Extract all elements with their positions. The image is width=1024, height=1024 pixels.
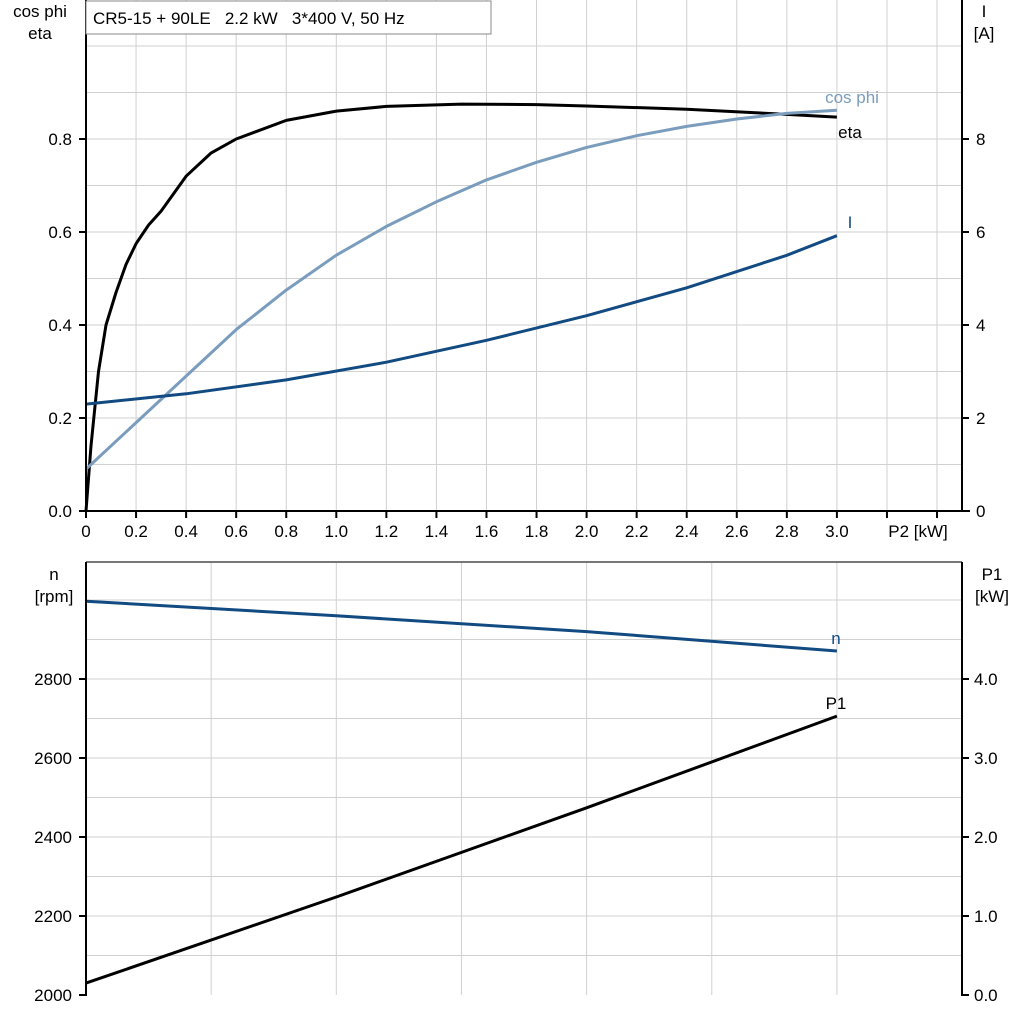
x-tick-label: 2.8 <box>775 522 799 541</box>
x-tick-label: 2.4 <box>675 522 699 541</box>
x-tick-label: 1.6 <box>475 522 499 541</box>
grid-bottom <box>86 561 962 995</box>
chart-title: CR5-15 + 90LE 2.2 kW 3*400 V, 50 Hz <box>93 9 405 28</box>
y-tick-label-right: 1.0 <box>974 907 998 926</box>
x-tick-label: 0.2 <box>124 522 148 541</box>
x-tick-label: 1.8 <box>525 522 549 541</box>
y-tick-label-left: 2000 <box>34 986 72 1005</box>
y-tick-label-right: 0 <box>976 502 985 521</box>
y-axis-label-right: P1 <box>982 565 1003 584</box>
y-tick-label-left: 2600 <box>34 749 72 768</box>
y-tick-label-left: 0.6 <box>48 223 72 242</box>
series-line-I <box>85 234 838 406</box>
x-tick-label: 1.4 <box>425 522 449 541</box>
y-axis-label-right: I <box>982 2 987 21</box>
x-tick-label: 0.8 <box>274 522 298 541</box>
y-axis-label-left: [rpm] <box>35 587 74 606</box>
series-label-I: I <box>848 213 853 232</box>
x-tick-label: 2.2 <box>625 522 649 541</box>
series-label-cos-phi: cos phi <box>825 88 879 107</box>
x-tick-label: 2.0 <box>575 522 599 541</box>
y-tick-label-right: 6 <box>976 223 985 242</box>
y-axis-label-right: [kW] <box>975 587 1009 606</box>
series-line-cos-phi <box>84 108 837 471</box>
series-layer: eta cos phi In P1 <box>84 88 879 985</box>
y-tick-label-right: 0.0 <box>974 986 998 1005</box>
y-tick-label-left: 0.4 <box>48 316 72 335</box>
title-box <box>85 0 492 35</box>
y-tick-label-right: 4 <box>976 316 985 335</box>
x-tick-label: 0.4 <box>174 522 198 541</box>
series-line-n <box>85 599 838 653</box>
y-tick-label-left: 2400 <box>34 828 72 847</box>
x-tick-label: 1.2 <box>375 522 399 541</box>
x-tick-label: 0 <box>81 522 90 541</box>
y-axis-label-right: [A] <box>974 24 995 43</box>
series-label-eta: eta <box>838 123 862 142</box>
x-tick-label: 0.6 <box>224 522 248 541</box>
y-tick-label-right: 3.0 <box>974 749 998 768</box>
y-tick-label-left: 0.8 <box>48 130 72 149</box>
y-tick-label-right: 2 <box>976 409 985 428</box>
y-axis-label-left: n <box>49 565 58 584</box>
y-tick-label-right: 2.0 <box>974 828 998 847</box>
x-axis-label: P2 [kW] <box>888 522 948 541</box>
y-tick-label-left: 2200 <box>34 907 72 926</box>
y-tick-label-right: 8 <box>976 130 985 149</box>
series-line-eta <box>84 102 837 512</box>
y-tick-label-right: 4.0 <box>974 670 998 689</box>
x-tick-label: 1.0 <box>324 522 348 541</box>
series-label-n: n <box>831 629 840 648</box>
y-tick-label-left: 0.0 <box>48 502 72 521</box>
y-axis-label-left: cos phi <box>13 2 67 21</box>
x-tick-label: 3.0 <box>825 522 849 541</box>
grid-top <box>86 0 962 511</box>
series-line-P1 <box>85 714 838 985</box>
y-tick-label-left: 2800 <box>34 670 72 689</box>
axes-layer: 0 0.2 0.4 0.6 0.8 1.0 1.2 1.4 1.6 1.8 2.0 2.2 2.4 2.6… <box>13 0 1009 1005</box>
y-axis-label-left: eta <box>28 24 52 43</box>
y-tick-label-left: 0.2 <box>48 409 72 428</box>
series-label-P1: P1 <box>826 694 847 713</box>
x-tick-label: 2.6 <box>725 522 749 541</box>
